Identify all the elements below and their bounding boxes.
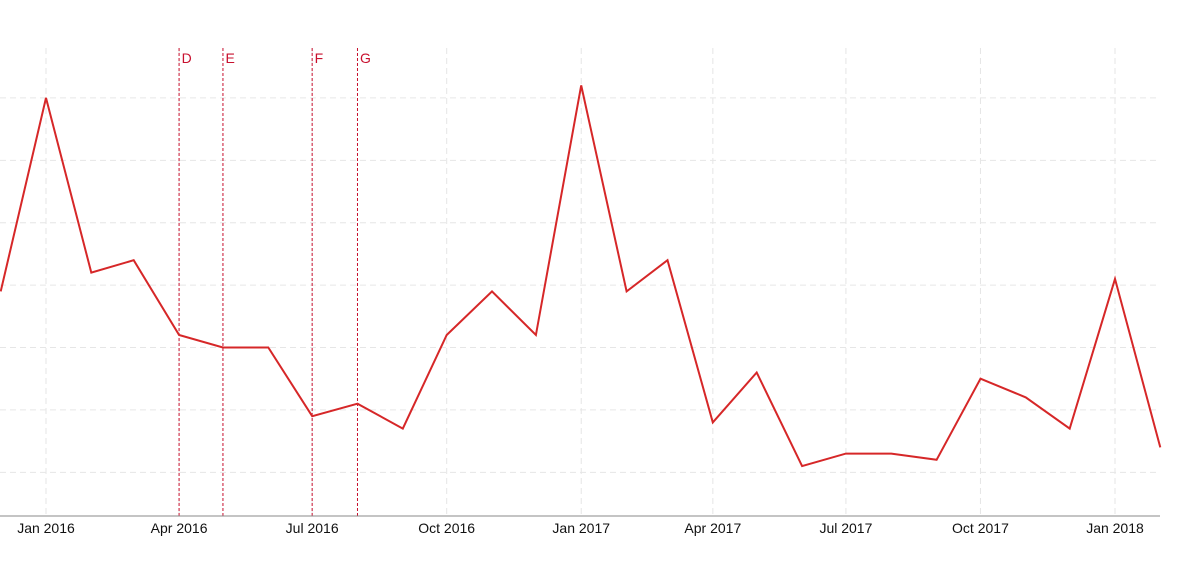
x-tick-label: Jul 2017 (819, 520, 872, 536)
x-tick-label: Jan 2016 (17, 520, 75, 536)
event-label: D (182, 50, 192, 66)
x-tick-label: Jan 2017 (552, 520, 610, 536)
x-tick-label: Oct 2016 (418, 520, 475, 536)
x-tick-label: Oct 2017 (952, 520, 1009, 536)
x-tick-label: Jan 2018 (1086, 520, 1144, 536)
x-axis-ticks: Jan 2016 Apr 2016 Jul 2016 Oct 2016 Jan 2017… (17, 520, 1144, 536)
event-label: E (225, 50, 234, 66)
gridlines (0, 48, 1160, 516)
x-tick-label: Apr 2016 (151, 520, 208, 536)
event-markers: D E F G (178, 48, 371, 516)
x-tick-label: Apr 2017 (684, 520, 741, 536)
event-label: F (315, 50, 324, 66)
series-layer (0, 85, 1162, 468)
series-line (0, 85, 1162, 468)
event-label: G (360, 50, 371, 66)
x-tick-label: Jul 2016 (286, 520, 339, 536)
